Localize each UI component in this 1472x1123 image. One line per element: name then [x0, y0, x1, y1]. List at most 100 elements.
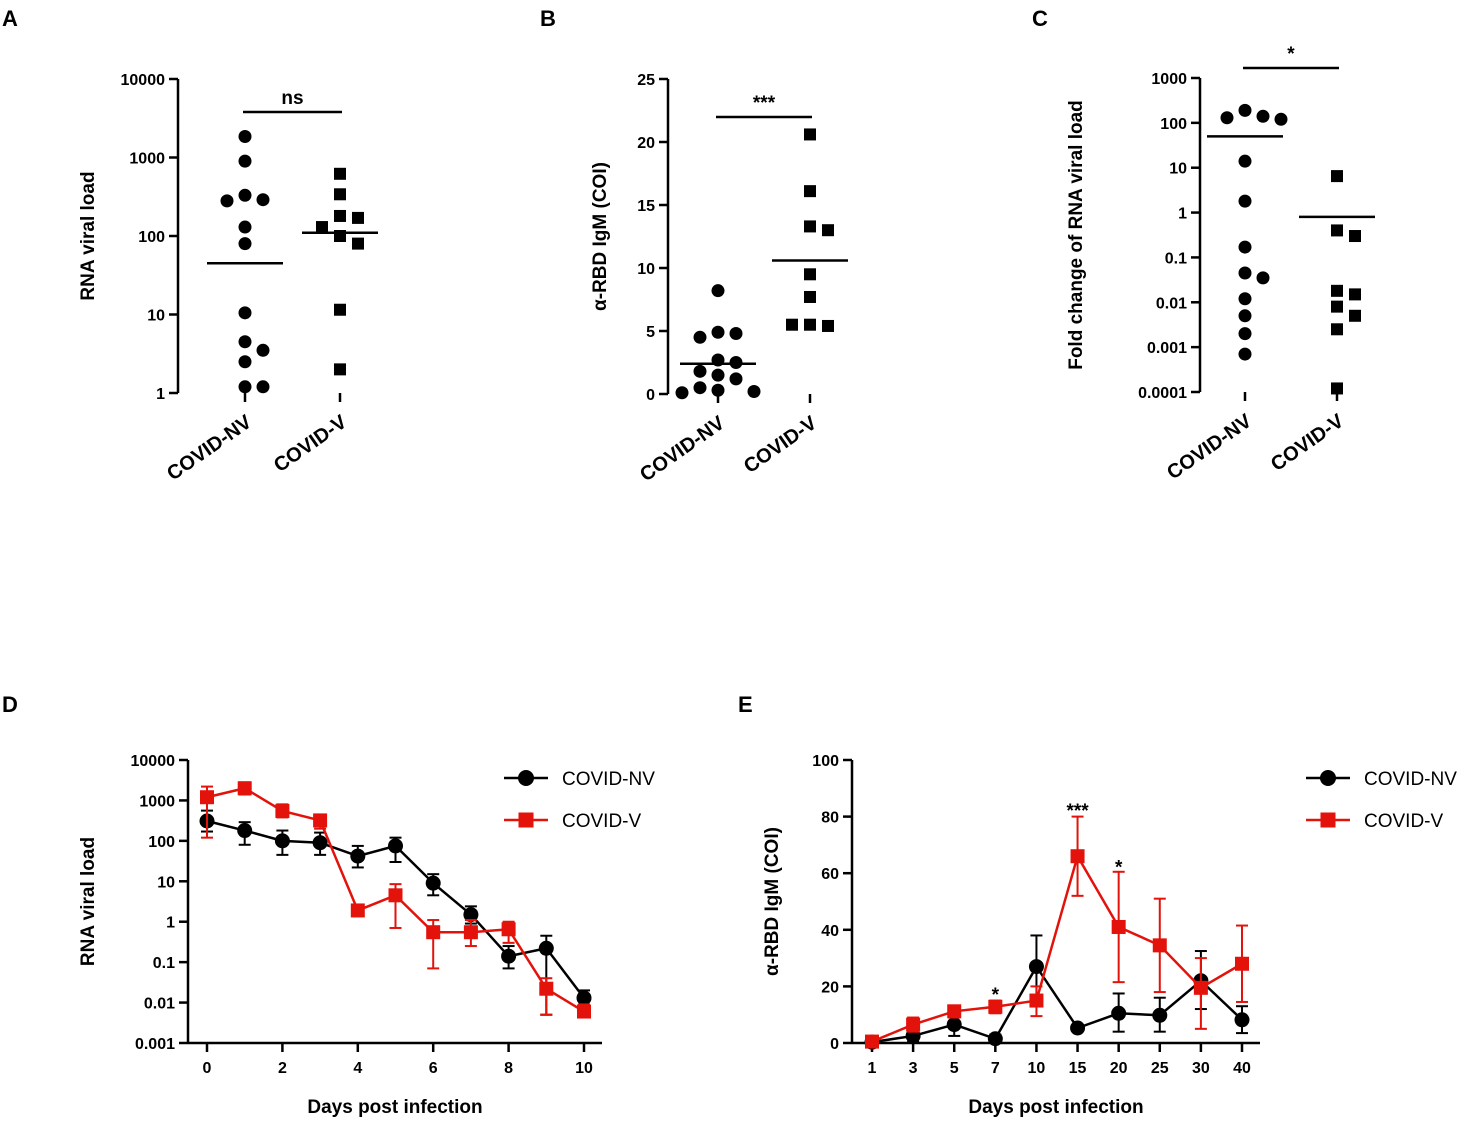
series-point-square: [350, 903, 365, 918]
data-point-circle: [693, 330, 707, 344]
data-point-square: [804, 268, 816, 281]
series-point-circle: [388, 838, 403, 854]
data-point-circle: [238, 237, 252, 251]
data-point-square: [334, 209, 346, 222]
series-point-square: [237, 781, 252, 796]
y-tick-label: 100: [148, 834, 175, 851]
data-point-circle: [238, 154, 252, 168]
y-tick-label: 25: [637, 72, 655, 89]
x-tick-label: 0: [203, 1060, 212, 1077]
x-tick-label: 25: [1151, 1060, 1169, 1077]
x-category-label: COVID-V: [1267, 410, 1348, 476]
x-tick-label: 10: [1028, 1060, 1046, 1077]
panel-letter: B: [540, 6, 556, 31]
series-point-circle: [501, 948, 517, 964]
data-point-square: [822, 224, 834, 237]
data-point-square: [334, 363, 346, 376]
series-point-circle: [946, 1017, 962, 1033]
y-tick-label: 0.001: [135, 1036, 175, 1053]
series-point-square: [947, 1004, 962, 1019]
series-point-square: [906, 1017, 921, 1032]
data-point-circle: [729, 327, 743, 341]
series-point-square: [577, 1004, 591, 1019]
data-point-circle: [1238, 103, 1252, 117]
y-tick-label: 0.01: [144, 996, 175, 1013]
y-tick-label: 10: [637, 261, 655, 278]
data-point-circle: [1256, 109, 1270, 123]
series-point-square: [463, 925, 478, 940]
series-point-circle: [576, 990, 592, 1006]
data-point-circle: [238, 306, 252, 320]
data-point-circle: [238, 355, 252, 369]
legend-label: COVID-V: [562, 811, 642, 832]
x-tick-label: 15: [1069, 1060, 1087, 1077]
data-point-square: [1331, 170, 1343, 183]
significance-label: *: [1287, 44, 1295, 65]
data-point-circle: [1238, 266, 1252, 280]
series-point-circle: [1234, 1012, 1250, 1028]
x-tick-label: 1: [868, 1060, 877, 1077]
legend-marker-square: [1320, 812, 1336, 828]
x-tick-label: 5: [950, 1060, 959, 1077]
y-tick-label: 1000: [129, 151, 165, 168]
data-point-square: [804, 128, 816, 141]
series-point-square: [865, 1034, 879, 1049]
data-point-square: [1331, 382, 1343, 395]
y-tick-label: 80: [821, 810, 839, 827]
data-point-circle: [238, 380, 252, 394]
data-point-circle: [693, 381, 707, 395]
y-tick-label: 40: [821, 923, 839, 940]
data-point-circle: [711, 325, 725, 339]
x-category-label: COVID-NV: [1163, 410, 1256, 484]
x-tick-label: 20: [1110, 1060, 1128, 1077]
y-tick-label: 15: [637, 198, 655, 215]
series-line: [871, 853, 1243, 1043]
x-tick-label: 7: [991, 1060, 1000, 1077]
x-category-label: COVID-V: [270, 411, 351, 477]
data-point-square: [1331, 284, 1343, 297]
panel-letter: C: [1032, 6, 1048, 31]
data-point-circle: [711, 383, 725, 397]
x-axis-label: Days post infection: [307, 1097, 482, 1118]
y-axis-label: Fold change of RNA viral load: [1066, 100, 1087, 370]
data-point-circle: [1220, 111, 1234, 125]
x-tick-label: 2: [278, 1060, 287, 1077]
series-point-square: [988, 999, 1003, 1014]
y-tick-label: 100: [1160, 116, 1187, 133]
y-tick-label: 0.0001: [1138, 385, 1187, 402]
y-tick-label: 0.1: [1165, 250, 1187, 267]
significance-label: ns: [281, 88, 303, 109]
series-point-square: [501, 922, 516, 937]
data-point-circle: [711, 284, 725, 298]
y-tick-label: 0.1: [153, 955, 175, 972]
data-point-circle: [711, 368, 725, 382]
significance-label: *: [992, 985, 1000, 1006]
x-tick-label: 10: [575, 1060, 593, 1077]
data-point-circle: [238, 188, 252, 202]
series-point-square: [1193, 980, 1208, 995]
data-point-circle: [238, 335, 252, 349]
data-point-circle: [1238, 154, 1252, 168]
data-point-square: [1349, 309, 1361, 322]
y-tick-label: 20: [637, 135, 655, 152]
data-point-circle: [747, 384, 761, 398]
data-point-square: [786, 318, 798, 331]
x-tick-label: 8: [504, 1060, 513, 1077]
data-point-square: [804, 290, 816, 303]
series-point-square: [426, 925, 441, 940]
legend-label: COVID-NV: [1364, 769, 1457, 790]
data-point-square: [352, 237, 364, 250]
series-line: [871, 964, 1243, 1044]
x-tick-label: 3: [909, 1060, 918, 1077]
data-point-circle: [675, 386, 689, 400]
y-tick-label: 0: [646, 387, 655, 404]
series-point-circle: [1111, 1005, 1127, 1021]
data-point-square: [1331, 300, 1343, 313]
data-point-circle: [1256, 271, 1270, 285]
data-point-square: [316, 221, 328, 234]
x-tick-label: 6: [429, 1060, 438, 1077]
y-axis-label: α-RBD IgM (COI): [590, 162, 611, 311]
y-tick-label: 1: [1178, 206, 1187, 223]
panel-letter: E: [738, 692, 753, 717]
data-point-square: [1331, 224, 1343, 237]
